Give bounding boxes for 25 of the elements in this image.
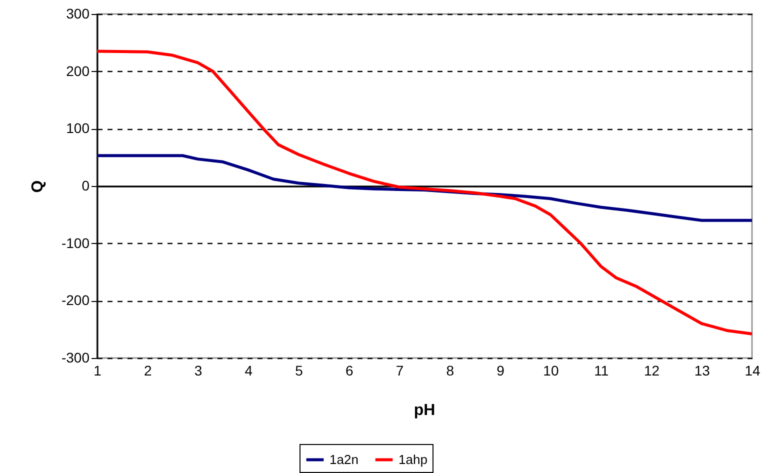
y-tick-label: -100 (61, 234, 90, 251)
x-tick-label: 12 (644, 362, 660, 378)
x-tick-label: 8 (446, 362, 454, 378)
y-tick-label: -200 (61, 292, 90, 308)
x-tick-label: 6 (346, 362, 354, 378)
x-tick-label: 10 (543, 362, 559, 378)
legend-label: 1a2n (330, 452, 358, 467)
legend-label: 1ahp (398, 452, 428, 467)
x-tick-label: 3 (194, 362, 202, 378)
x-tick-label: 1 (94, 362, 102, 378)
x-tick-label: 14 (744, 362, 760, 378)
x-tick-label: 7 (396, 362, 404, 378)
y-tick-label: -300 (61, 350, 90, 366)
x-tick-label: 2 (144, 362, 152, 378)
x-tick-label: 9 (496, 362, 505, 378)
x-tick-label: 5 (295, 362, 304, 378)
x-tick-label: 13 (694, 362, 710, 378)
y-tick-label: 300 (66, 6, 90, 22)
x-tick-label: 11 (594, 362, 609, 378)
x-axis-title: pH (414, 402, 436, 419)
y-tick-label: 200 (66, 62, 90, 79)
y-tick-label: 100 (66, 120, 90, 136)
y-tick-label: 0 (82, 178, 90, 194)
y-axis-title: Q (29, 180, 46, 193)
x-tick-label: 4 (244, 362, 253, 378)
